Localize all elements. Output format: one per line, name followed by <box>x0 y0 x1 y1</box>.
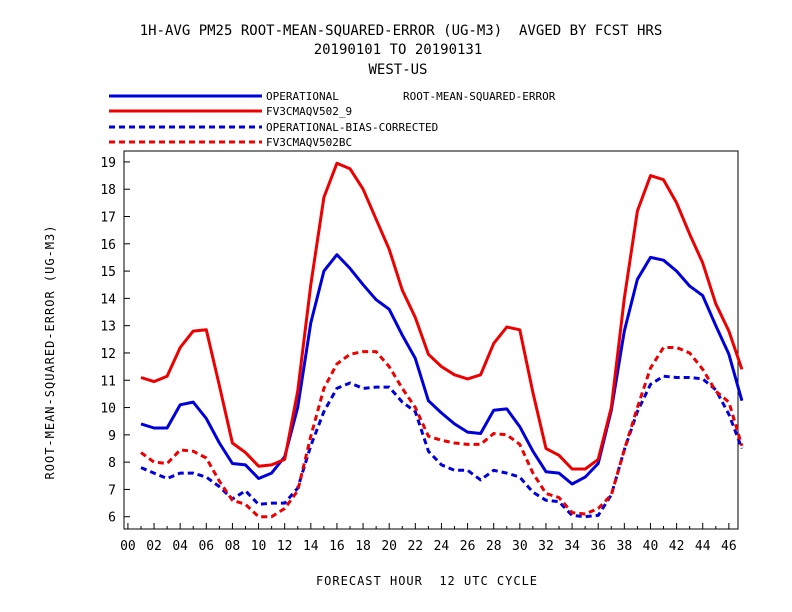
legend-label-1: FV3CMAQV502_9 <box>266 105 352 118</box>
chart-title: 1H-AVG PM25 ROOT-MEAN-SQUARED-ERROR (UG-… <box>140 23 663 39</box>
x-tick-label: 18 <box>355 539 371 554</box>
y-axis: 6 7 8 9 10 11 12 13 14 15 16 17 18 19 <box>100 156 130 526</box>
legend-label-2: OPERATIONAL-BIAS-CORRECTED <box>266 121 438 134</box>
x-tick-label: 38 <box>617 539 633 554</box>
x-tick-label: 12 <box>277 539 293 554</box>
series-line-0 <box>140 253 744 486</box>
y-tick-label: 7 <box>108 483 116 498</box>
y-tick-label: 12 <box>100 347 116 362</box>
x-tick-label: 20 <box>381 539 397 554</box>
x-tick-label: 26 <box>460 539 476 554</box>
x-tick-label: 06 <box>198 539 214 554</box>
x-tick-label: 24 <box>434 539 450 554</box>
y-tick-label: 13 <box>100 320 116 335</box>
y-tick-label: 11 <box>100 374 116 389</box>
y-tick-label: 17 <box>100 211 116 226</box>
x-tick-label: 02 <box>146 539 162 554</box>
y-tick-label: 16 <box>100 238 116 253</box>
x-tick-label: 04 <box>172 539 188 554</box>
series-line-3 <box>140 346 744 519</box>
chart-region: WEST-US <box>368 62 427 78</box>
x-tick-label: 32 <box>538 539 554 554</box>
x-tick-label: 16 <box>329 539 345 554</box>
legend-label-0: OPERATIONAL <box>266 90 339 103</box>
x-tick-label: 22 <box>407 539 423 554</box>
y-tick-label: 14 <box>100 292 116 307</box>
plot-frame <box>123 150 739 530</box>
y-axis-label: ROOT-MEAN-SQUARED-ERROR (UG-M3) <box>43 225 57 480</box>
y-tick-label: 6 <box>108 511 116 526</box>
y-tick-label: 8 <box>108 456 116 471</box>
x-tick-label: 46 <box>721 539 737 554</box>
x-tick-label: 44 <box>695 539 711 554</box>
x-axis: 00 02 04 06 08 10 12 14 16 18 20 22 24 26 28 30 32 34 36 38… <box>120 523 737 554</box>
x-tick-label: 42 <box>669 539 685 554</box>
x-tick-label: 34 <box>564 539 580 554</box>
legend-stat-label: ROOT-MEAN-SQUARED-ERROR <box>403 90 556 103</box>
y-tick-label: 10 <box>100 402 116 417</box>
y-tick-label: 19 <box>100 156 116 171</box>
y-tick-label: 9 <box>108 429 116 444</box>
y-tick-label: 18 <box>100 183 116 198</box>
x-tick-label: 08 <box>225 539 241 554</box>
x-tick-label: 30 <box>512 539 528 554</box>
y-tick-label: 15 <box>100 265 116 280</box>
series-line-2 <box>140 374 744 519</box>
legend: ROOT-MEAN-SQUARED-ERROR OPERATIONAL FV3CM… <box>109 90 556 149</box>
x-tick-label: 28 <box>486 539 502 554</box>
x-axis-label: FORECAST HOUR 12 UTC CYCLE <box>316 574 538 588</box>
x-tick-label: 40 <box>643 539 659 554</box>
x-tick-label: 36 <box>590 539 606 554</box>
x-tick-label: 00 <box>120 539 136 554</box>
chart-subtitle: 20190101 TO 20190131 <box>314 42 483 58</box>
x-tick-label: 14 <box>303 539 319 554</box>
series-line-1 <box>140 161 744 471</box>
x-tick-label: 10 <box>251 539 267 554</box>
series-layer <box>140 161 744 519</box>
legend-label-3: FV3CMAQV502BC <box>266 136 352 149</box>
